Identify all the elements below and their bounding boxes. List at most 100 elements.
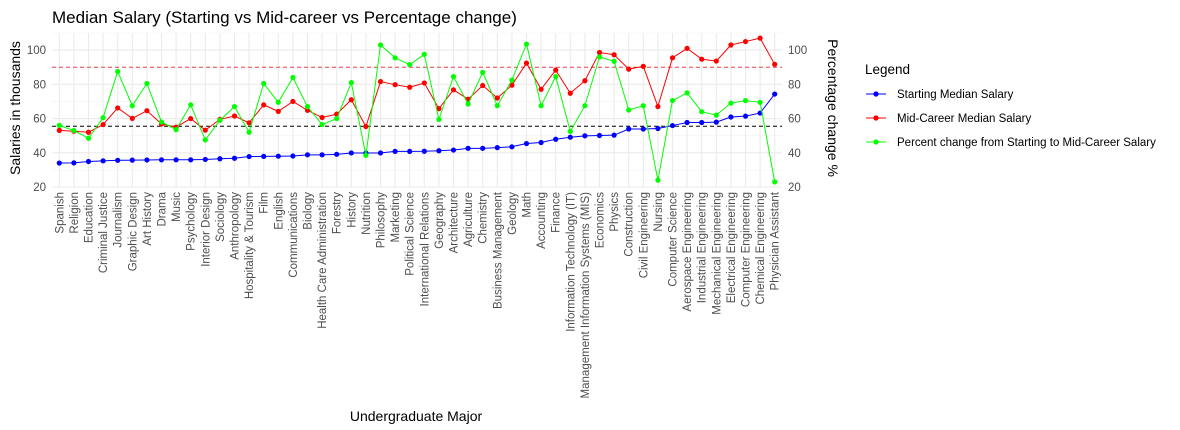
y2-tick-label: 60 <box>788 114 801 126</box>
chart-title: Median Salary (Starting vs Mid-career vs… <box>52 8 517 27</box>
x-tick-label: Religion <box>69 192 81 234</box>
data-point <box>699 109 705 115</box>
data-point <box>757 99 763 105</box>
data-point <box>494 95 500 101</box>
x-tick-label: Political Science <box>405 192 417 276</box>
legend-item: Percent change from Starting to Mid-Care… <box>866 137 1156 149</box>
x-tick-label: Forestry <box>332 192 344 234</box>
data-point <box>377 78 384 85</box>
data-point <box>202 137 208 143</box>
data-point <box>480 82 486 89</box>
data-point <box>363 152 369 158</box>
x-tick-label: Mechanical Engineering <box>711 192 723 315</box>
data-point <box>494 145 500 151</box>
x-tick-label: Spanish <box>54 192 66 234</box>
series-line <box>59 42 776 182</box>
data-point <box>582 103 588 109</box>
data-point <box>465 101 471 107</box>
data-point <box>538 103 544 109</box>
data-point <box>772 61 778 67</box>
legend: Legend Starting Median Salary Mid-Career … <box>865 62 1156 149</box>
data-point <box>567 128 573 134</box>
x-tick-label: Graphic Design <box>127 192 139 271</box>
data-point <box>553 74 559 80</box>
legend-key-point <box>873 115 879 121</box>
data-point <box>261 80 267 87</box>
data-point <box>56 122 62 128</box>
data-point <box>713 119 719 125</box>
data-point <box>523 41 530 47</box>
data-point <box>450 87 457 93</box>
data-point <box>596 54 603 60</box>
data-point <box>348 80 354 86</box>
data-point <box>626 66 632 72</box>
x-tick-label: Construction <box>624 192 636 257</box>
x-tick-label: Music <box>171 192 183 222</box>
data-point <box>115 157 121 163</box>
x-tick-label: Economics <box>595 192 607 248</box>
data-point <box>480 145 486 151</box>
x-tick-label: Civil Engineering <box>638 192 650 278</box>
data-point <box>640 63 646 69</box>
x-tick-label: Physician Assistant <box>770 191 782 290</box>
data-point <box>348 97 354 103</box>
x-tick-label: Health Care Administration <box>317 192 329 329</box>
y2-axis-title: Percentage change % <box>825 39 841 177</box>
data-point <box>319 152 325 158</box>
data-point <box>334 115 340 122</box>
data-point <box>71 160 77 166</box>
x-tick-label: Psychology <box>186 192 198 251</box>
data-point <box>742 113 749 119</box>
x-tick-label: Nursing <box>653 192 665 232</box>
x-tick-label: Accounting <box>536 192 548 249</box>
data-point <box>611 58 617 64</box>
data-point <box>363 123 369 130</box>
legend-key-point <box>873 139 879 145</box>
data-point <box>275 153 281 159</box>
data-point <box>669 97 676 104</box>
y2-tick-label: 100 <box>788 45 807 57</box>
data-point <box>421 148 427 154</box>
x-tick-label: Industrial Engineering <box>697 192 709 303</box>
data-point <box>319 121 325 128</box>
data-point <box>231 155 238 161</box>
data-point <box>217 117 223 123</box>
x-tick-label: Anthropology <box>230 192 242 260</box>
data-point <box>115 105 121 111</box>
x-tick-label: Journalism <box>113 192 125 248</box>
data-point <box>699 56 705 62</box>
y-tick-label: 20 <box>33 182 46 194</box>
data-point <box>231 113 238 119</box>
data-point <box>290 98 296 105</box>
x-axis-title: Undergraduate Major <box>350 408 483 424</box>
x-tick-label: Chemical Engineering <box>755 192 767 305</box>
data-point <box>246 153 252 160</box>
data-point <box>348 150 354 156</box>
series-3 <box>56 41 778 185</box>
data-point <box>553 67 559 73</box>
data-point <box>742 38 749 45</box>
x-tick-label: English <box>273 192 285 230</box>
data-point <box>655 177 661 183</box>
y2-tick-label: 20 <box>788 182 801 194</box>
data-point <box>523 60 530 66</box>
data-point <box>538 139 544 146</box>
data-point <box>713 58 719 64</box>
x-tick-label: Philosophy <box>376 192 388 249</box>
x-tick-label: Nutrition <box>361 192 373 235</box>
data-point <box>553 136 559 142</box>
data-point <box>173 127 179 133</box>
x-tick-label: Computer Science <box>668 192 680 287</box>
data-point <box>334 151 340 157</box>
data-point <box>480 69 486 75</box>
data-point <box>509 144 515 150</box>
data-point <box>450 74 457 80</box>
x-tick-label: Drama <box>157 191 169 226</box>
y-tick-label: 80 <box>33 79 46 91</box>
data-point <box>129 115 135 121</box>
y-tick-label: 100 <box>27 45 46 57</box>
data-point <box>436 148 442 154</box>
data-point <box>742 97 749 104</box>
x-tick-label: Hospitality & Tourism <box>244 192 256 299</box>
